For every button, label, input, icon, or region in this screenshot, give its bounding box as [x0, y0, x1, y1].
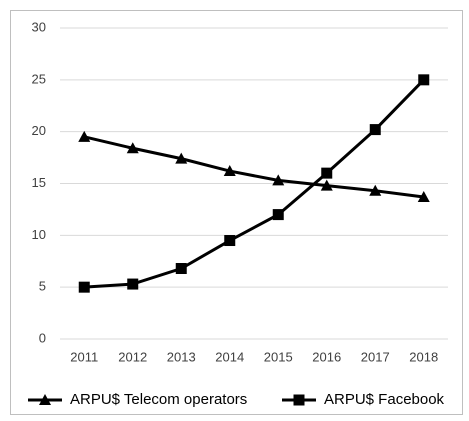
series-line	[83, 135, 424, 199]
x-tick-label: 2011	[70, 349, 98, 364]
series-line	[84, 78, 425, 289]
point	[175, 263, 187, 275]
x-tick-label: 2017	[361, 349, 390, 364]
x-tick-label: 2015	[264, 349, 293, 364]
chart-frame	[10, 10, 463, 415]
y-tick-label: 10	[32, 227, 46, 242]
y-tick-label: 30	[32, 19, 46, 34]
point	[418, 74, 430, 86]
point	[78, 130, 91, 142]
legend-marker	[39, 394, 51, 405]
point	[78, 281, 90, 293]
x-tick-label: 2014	[215, 349, 244, 364]
point	[224, 235, 236, 247]
legend-marker	[293, 394, 305, 406]
x-tick-label: 2018	[409, 349, 438, 364]
point	[272, 174, 285, 186]
y-tick-label: 20	[32, 123, 46, 138]
point	[369, 124, 381, 136]
point	[127, 278, 139, 290]
point	[320, 179, 333, 191]
y-tick-label: 0	[39, 330, 46, 345]
y-tick-label: 5	[39, 279, 46, 294]
x-tick-label: 2012	[118, 349, 147, 364]
y-tick-label: 15	[32, 175, 46, 190]
point	[369, 184, 382, 196]
x-tick-label: 2016	[312, 349, 341, 364]
point	[223, 165, 236, 177]
point	[175, 152, 188, 164]
point	[126, 142, 139, 154]
legend-label: ARPU$ Telecom operators	[70, 391, 247, 408]
point	[417, 190, 430, 202]
legend-label: ARPU$ Facebook	[324, 391, 445, 408]
point	[321, 167, 333, 179]
y-tick-label: 25	[32, 71, 46, 86]
x-tick-label: 2013	[167, 349, 196, 364]
point	[272, 209, 284, 221]
